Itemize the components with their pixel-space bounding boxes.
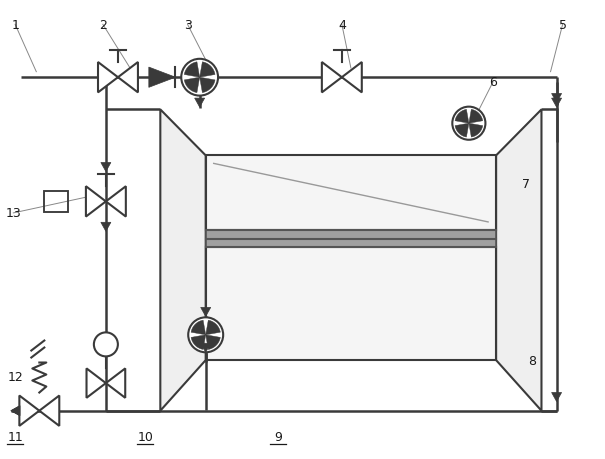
Polygon shape xyxy=(552,94,561,103)
Text: 3: 3 xyxy=(183,19,192,32)
Polygon shape xyxy=(101,163,111,172)
Polygon shape xyxy=(552,99,561,108)
Polygon shape xyxy=(201,308,211,317)
Text: 8: 8 xyxy=(528,354,537,367)
Polygon shape xyxy=(195,99,204,108)
Polygon shape xyxy=(87,369,106,398)
Polygon shape xyxy=(206,335,220,350)
Polygon shape xyxy=(469,110,483,124)
Text: 1: 1 xyxy=(11,19,19,32)
Polygon shape xyxy=(160,110,206,411)
Polygon shape xyxy=(106,369,125,398)
Polygon shape xyxy=(191,320,206,335)
Bar xyxy=(206,230,496,248)
Text: 5: 5 xyxy=(558,19,567,32)
Text: 10: 10 xyxy=(137,431,153,443)
Polygon shape xyxy=(106,187,126,217)
Polygon shape xyxy=(191,335,206,350)
Polygon shape xyxy=(118,63,138,93)
Polygon shape xyxy=(496,110,541,411)
Bar xyxy=(206,248,496,360)
Polygon shape xyxy=(455,124,469,138)
Polygon shape xyxy=(342,63,362,93)
Text: 6: 6 xyxy=(489,76,497,89)
Polygon shape xyxy=(11,406,20,416)
Polygon shape xyxy=(185,63,200,78)
Polygon shape xyxy=(200,63,215,78)
Polygon shape xyxy=(185,78,200,93)
Polygon shape xyxy=(39,396,59,426)
Circle shape xyxy=(94,333,118,357)
Polygon shape xyxy=(469,124,483,138)
Text: 7: 7 xyxy=(522,177,531,190)
Text: 13: 13 xyxy=(5,207,21,220)
Polygon shape xyxy=(149,68,175,88)
Text: 4: 4 xyxy=(338,19,346,32)
Polygon shape xyxy=(19,396,39,426)
Text: 9: 9 xyxy=(274,431,283,443)
Circle shape xyxy=(182,60,218,96)
Text: 2: 2 xyxy=(99,19,107,32)
Text: 11: 11 xyxy=(7,431,23,443)
Circle shape xyxy=(188,318,223,353)
Polygon shape xyxy=(200,78,215,93)
Polygon shape xyxy=(201,343,211,353)
Polygon shape xyxy=(552,392,561,402)
Polygon shape xyxy=(101,223,111,232)
Polygon shape xyxy=(11,406,20,416)
Text: 12: 12 xyxy=(7,370,23,383)
Bar xyxy=(44,191,68,213)
Polygon shape xyxy=(86,187,106,217)
Polygon shape xyxy=(322,63,342,93)
Polygon shape xyxy=(206,320,220,335)
Bar xyxy=(206,156,496,230)
Polygon shape xyxy=(455,110,469,124)
Circle shape xyxy=(453,107,485,140)
Polygon shape xyxy=(98,63,118,93)
